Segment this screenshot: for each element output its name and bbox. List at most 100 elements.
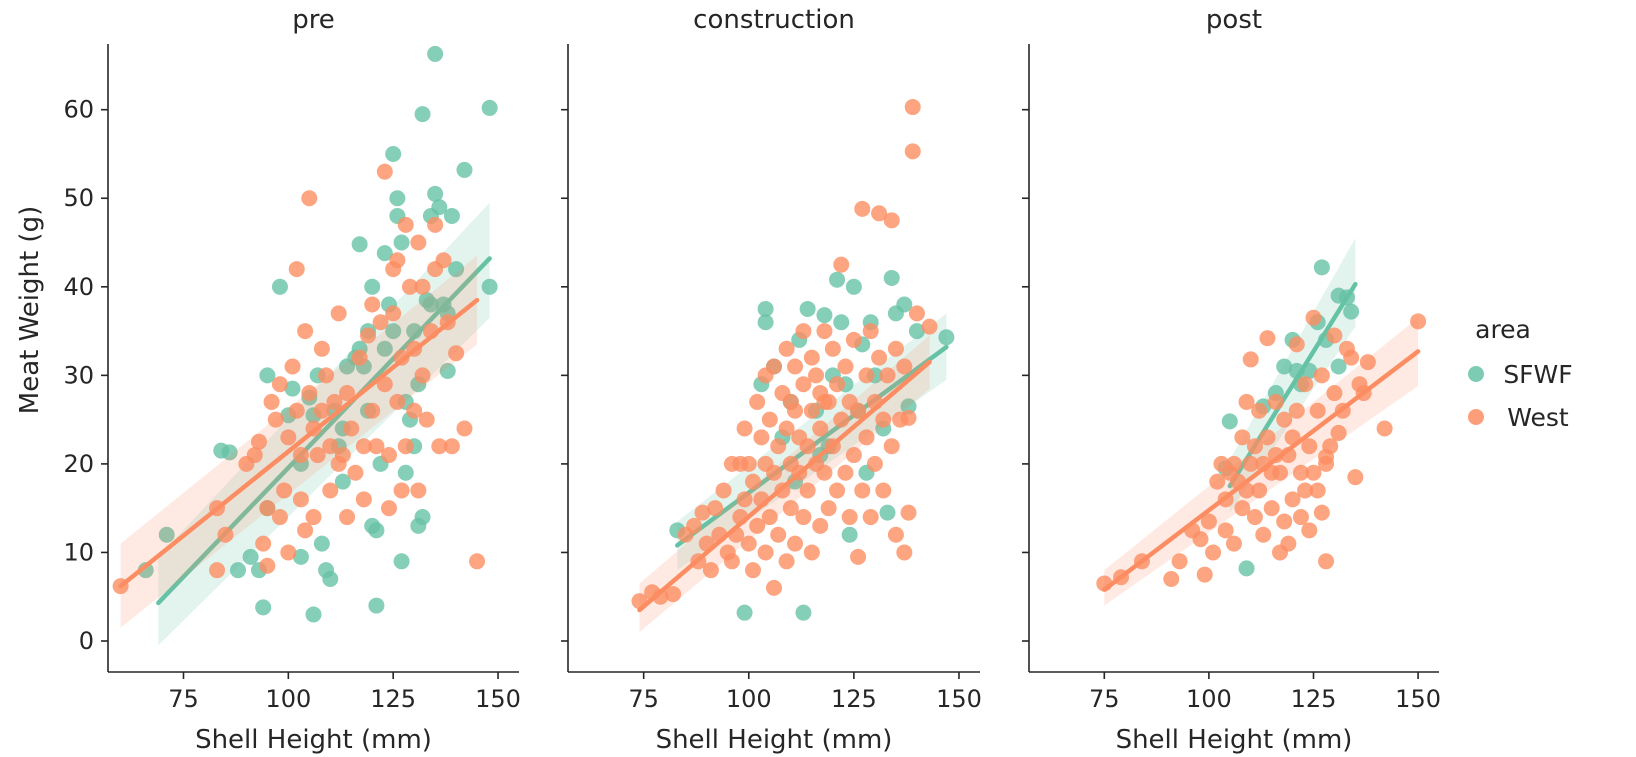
y-tick-label: 30 — [63, 361, 94, 389]
point-west — [355, 438, 372, 455]
point-sfwf — [456, 161, 473, 178]
point-west — [1226, 535, 1242, 552]
regression-line-west — [637, 359, 932, 613]
point-west — [1246, 438, 1263, 455]
point-west — [740, 455, 757, 472]
point-west — [368, 438, 385, 455]
point-west — [1234, 500, 1251, 517]
point-west — [766, 579, 782, 596]
point-west — [443, 438, 460, 455]
point-west — [887, 526, 904, 543]
x-tick-label-pre: 150 — [475, 685, 521, 713]
point-west — [1297, 482, 1314, 499]
point-west — [393, 482, 410, 499]
point-west — [770, 526, 787, 543]
point-west — [1217, 522, 1234, 539]
point-sfwf — [221, 444, 238, 461]
point-sfwf — [414, 509, 431, 526]
point-west — [1276, 513, 1293, 530]
point-west — [339, 509, 356, 526]
point-west — [829, 482, 846, 499]
point-west — [744, 562, 761, 579]
point-west — [326, 393, 343, 410]
point-west — [850, 548, 867, 565]
point-sfwf — [879, 504, 896, 521]
point-west — [778, 340, 795, 357]
point-sfwf — [284, 380, 301, 397]
point-west — [309, 447, 326, 464]
point-west — [1326, 385, 1343, 402]
x-axis-label-post: Shell Height (mm) — [1116, 725, 1353, 755]
point-sfwf — [1343, 303, 1360, 320]
legend-label-west: West — [1507, 403, 1569, 432]
point-sfwf — [364, 278, 381, 295]
point-west — [736, 420, 753, 437]
point-west — [1267, 393, 1284, 410]
point-sfwf — [313, 535, 330, 552]
point-west — [749, 393, 766, 410]
legend-swatch-west — [1468, 409, 1484, 425]
point-west — [715, 482, 732, 499]
x-tick-label-post: 150 — [1395, 685, 1441, 713]
point-west — [862, 323, 879, 340]
point-sfwf — [230, 562, 247, 579]
panel-pre: pre 0 10 20 30 40 50 60 75 100 125 150 Shell Height … — [63, 5, 520, 755]
point-west — [418, 411, 435, 428]
point-west — [749, 517, 766, 534]
point-west — [736, 491, 753, 508]
point-west — [799, 438, 816, 455]
point-west — [694, 504, 711, 521]
point-west — [1359, 354, 1376, 371]
point-west — [871, 205, 888, 222]
point-west — [799, 482, 816, 499]
point-sfwf — [908, 323, 925, 340]
point-west — [292, 491, 309, 508]
point-west — [850, 402, 867, 419]
point-west — [431, 438, 448, 455]
point-west — [330, 455, 347, 472]
panel-title-construction: construction — [693, 5, 855, 35]
point-west — [364, 296, 381, 313]
x-tick-label-post: 125 — [1291, 685, 1337, 713]
point-west — [397, 216, 414, 233]
point-west — [702, 562, 719, 579]
point-sfwf — [845, 278, 862, 295]
x-axis-label-pre: Shell Height (mm) — [195, 725, 432, 755]
point-sfwf — [795, 604, 812, 621]
point-west — [1309, 402, 1326, 419]
point-west — [1297, 376, 1314, 393]
point-west — [1280, 535, 1297, 552]
point-sfwf — [292, 548, 309, 565]
panel-title-pre: pre — [292, 5, 335, 35]
point-west — [380, 447, 397, 464]
point-west — [778, 420, 795, 437]
y-tick-label: 40 — [63, 273, 94, 301]
point-west — [1200, 513, 1217, 530]
point-west — [1259, 429, 1276, 446]
point-sfwf — [757, 300, 774, 317]
series-west-pre — [112, 163, 486, 628]
legend: area SFWF West — [1468, 315, 1573, 432]
point-sfwf — [481, 278, 498, 295]
point-west — [824, 340, 841, 357]
point-sfwf — [427, 185, 444, 202]
point-west — [385, 305, 402, 322]
regression-ci-west — [1104, 317, 1419, 606]
point-west — [875, 411, 892, 428]
point-west — [427, 216, 444, 233]
x-tick-label-construction: 125 — [831, 685, 877, 713]
point-sfwf — [431, 199, 448, 216]
panel-construction: construction 75 100 125 150 Shell Height (mm) — [561, 5, 982, 755]
point-west — [871, 349, 888, 366]
point-west — [812, 517, 829, 534]
point-west — [1242, 351, 1259, 368]
point-west — [1288, 402, 1305, 419]
point-sfwf — [1313, 259, 1330, 276]
point-west — [280, 544, 297, 561]
point-west — [812, 420, 829, 437]
legend-title: area — [1475, 315, 1531, 344]
point-west — [271, 509, 288, 526]
point-west — [795, 323, 812, 340]
point-west — [297, 522, 314, 539]
